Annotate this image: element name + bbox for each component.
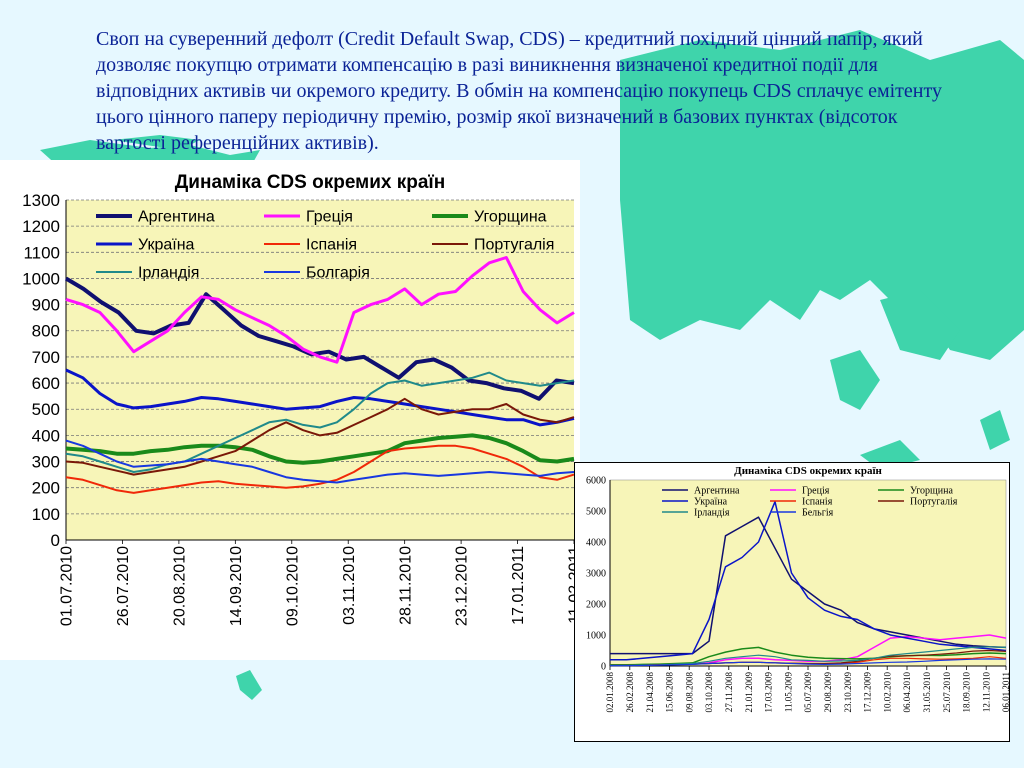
chart-inset-y-tick-label: 4000 bbox=[586, 538, 606, 549]
chart-inset-legend-label-ірландія: Ірландія bbox=[694, 508, 730, 519]
chart-inset-series-line-україна bbox=[610, 500, 1007, 661]
chart-main-y-tick-label: 1300 bbox=[22, 191, 60, 210]
chart-inset-legend-label-угорщина: Угорщина bbox=[910, 486, 953, 497]
chart-main-title: Динаміка CDS окремих країн bbox=[175, 172, 445, 193]
chart-inset-x-tick-label: 10.02.2010 bbox=[882, 672, 892, 713]
chart-inset-title: Динаміка CDS окремих країн bbox=[734, 465, 882, 477]
chart-inset-x-tick-label: 09.08.2008 bbox=[684, 672, 694, 713]
chart-inset-y-tick-label: 6000 bbox=[586, 476, 606, 487]
slide-paragraph: Своп на суверенний дефолт (Credit Defaul… bbox=[96, 28, 942, 154]
chart-main-series-line-іспанія bbox=[65, 444, 575, 494]
chart-main-x-tick-label: 09.10.2010 bbox=[284, 546, 301, 626]
chart-inset-x-tick-label: 06.04.2010 bbox=[902, 672, 912, 713]
chart-main-series-line-аргентина bbox=[64, 276, 575, 401]
chart-inset-legend-label-аргентина: Аргентина bbox=[694, 486, 740, 497]
map-land bbox=[40, 30, 1024, 700]
chart-inset-x-tick-label: 18.09.2010 bbox=[962, 672, 972, 713]
chart-inset-y-tick-label: 0 bbox=[601, 662, 606, 673]
chart-main-y-tick-label: 900 bbox=[32, 296, 60, 315]
chart-main-y-tick-label: 0 bbox=[51, 531, 60, 550]
chart-inset-x-tick-label: 02.01.2008 bbox=[605, 672, 615, 713]
chart-inset-x-tick-label: 11.05.2009 bbox=[783, 672, 793, 713]
chart-inset-y-tick-labels: 0 1000 2000 3000 4000 5000 6000 bbox=[586, 476, 606, 673]
chart-inset-y-tick-label: 2000 bbox=[586, 600, 606, 611]
chart-inset-x-tick-label: 17.12.2009 bbox=[863, 672, 873, 713]
chart-inset-legend-label-португалія: Португалія bbox=[910, 497, 958, 508]
chart-inset-y-tick-label: 3000 bbox=[586, 569, 606, 580]
chart-main-legend-label-угорщина: Угорщина bbox=[474, 209, 547, 226]
chart-inset-x-tick-label: 21.01.2009 bbox=[744, 672, 754, 713]
chart-inset-x-tick-label: 25.07.2010 bbox=[942, 672, 952, 713]
chart-inset-x-tick-label: 15.06.2008 bbox=[665, 672, 675, 713]
chart-inset-legend-label-іспанія: Іспанія bbox=[802, 497, 833, 508]
chart-main-series-lines bbox=[64, 200, 575, 541]
chart-main-y-tick-label: 700 bbox=[32, 348, 60, 367]
chart-inset-x-tick-label: 03.10.2008 bbox=[704, 672, 714, 713]
chart-inset-x-tick-label: 26.02.2008 bbox=[625, 672, 635, 713]
cds-chart-main: Динаміка CDS окремих країн 0 100 200 300 400… bbox=[0, 160, 580, 660]
chart-main-y-tick-label: 800 bbox=[32, 322, 60, 341]
chart-main-x-tick-label: 23.12.2010 bbox=[454, 546, 471, 626]
chart-inset-series-lines bbox=[609, 480, 1007, 667]
chart-main-series-line-ірландія bbox=[65, 371, 575, 473]
chart-main-legend-label-аргентина: Аргентина bbox=[138, 209, 215, 226]
chart-main-series-line-греція bbox=[65, 256, 575, 364]
chart-inset-x-tick-label: 23.10.2009 bbox=[843, 672, 853, 713]
chart-main-y-tick-labels: 0 100 200 300 400 500 600 700 800 900 1000 1100 1200… bbox=[22, 191, 60, 550]
chart-main-y-tick-label: 500 bbox=[32, 400, 60, 419]
chart-main-y-tick-label: 600 bbox=[32, 374, 60, 393]
chart-inset-legend-label-україна: Україна bbox=[694, 497, 728, 508]
chart-main-legend-label-україна: Україна bbox=[138, 237, 195, 254]
chart-main-y-tick-label: 1100 bbox=[23, 243, 60, 262]
chart-inset-y-tick-label: 5000 bbox=[586, 507, 606, 518]
chart-main-y-tick-label: 300 bbox=[32, 452, 60, 471]
chart-inset-legend-label-бельгія: Бельгія bbox=[802, 508, 834, 519]
chart-main-x-tick-label: 17.01.2011 bbox=[510, 546, 527, 625]
chart-main-legend-label-іспанія: Іспанія bbox=[306, 237, 357, 254]
chart-inset-legend-label-греція: Греція bbox=[802, 486, 830, 497]
chart-main-x-tick-label: 20.08.2010 bbox=[171, 546, 188, 626]
chart-inset-x-tick-label: 12.11.2010 bbox=[981, 672, 991, 713]
chart-inset-x-tick-labels: 02.01.2008 26.02.2008 21.04.2008 15.06.2008… bbox=[605, 666, 1010, 713]
chart-inset-y-tick-label: 1000 bbox=[586, 631, 606, 642]
chart-main-x-tick-label: 03.11.2010 bbox=[341, 546, 358, 625]
chart-main-y-tick-label: 1000 bbox=[22, 269, 60, 288]
chart-inset-legend: Аргентина Греція Угорщина Україна Іспанія Пор… bbox=[662, 486, 958, 519]
chart-main-legend: Аргентина Греція Угорщина Україна Іспанія Пор… bbox=[96, 209, 554, 282]
chart-main-legend-label-португалія: Португалія bbox=[474, 237, 554, 254]
chart-main-y-tick-label: 100 bbox=[32, 505, 60, 524]
chart-main-x-tick-label: 28.11.2010 bbox=[397, 546, 414, 625]
chart-main-x-tick-label: 01.07.2010 bbox=[59, 546, 76, 626]
chart-main-x-tick-label: 26.07.2010 bbox=[115, 546, 132, 626]
cds-chart-inset: Динаміка CDS окремих країн 0 1000 2000 3000… bbox=[574, 462, 1010, 742]
chart-main-y-tick-label: 1200 bbox=[22, 217, 60, 236]
chart-inset-series-line-ірландія bbox=[610, 646, 1007, 666]
chart-inset-x-tick-label: 27.11.2008 bbox=[724, 672, 734, 713]
chart-inset-x-tick-label: 17.03.2009 bbox=[764, 672, 774, 713]
chart-main-legend-label-болгарія: Болгарія bbox=[306, 265, 370, 282]
chart-main-y-tick-label: 200 bbox=[32, 479, 60, 498]
chart-main-legend-label-греція: Греція bbox=[306, 209, 353, 226]
chart-inset-series-line-бельгія bbox=[610, 658, 1007, 667]
chart-main-x-tick-label: 14.09.2010 bbox=[228, 546, 245, 626]
chart-main-series-line-болгарія bbox=[65, 439, 575, 484]
chart-inset-x-tick-label: 06.01.2011 bbox=[1001, 672, 1010, 712]
chart-inset-x-tick-label: 05.07.2009 bbox=[803, 672, 813, 713]
chart-inset-x-tick-label: 31.05.2010 bbox=[922, 672, 932, 713]
chart-main-y-tick-label: 400 bbox=[32, 426, 60, 445]
chart-inset-x-tick-label: 21.04.2008 bbox=[645, 672, 655, 713]
chart-main-series-line-україна bbox=[65, 368, 575, 427]
chart-inset-plot-area bbox=[609, 479, 1007, 667]
chart-inset-series-line-аргентина bbox=[610, 516, 1007, 655]
chart-main-x-tick-labels: 01.07.2010 26.07.2010 20.08.2010 14.09.2010… bbox=[59, 540, 580, 626]
chart-main-series-line-португалія bbox=[65, 397, 575, 476]
chart-inset-x-tick-label: 29.08.2009 bbox=[823, 672, 833, 713]
chart-main-legend-label-ірландія: Ірландія bbox=[138, 265, 199, 282]
chart-main-series-line-угорщина bbox=[65, 433, 575, 465]
